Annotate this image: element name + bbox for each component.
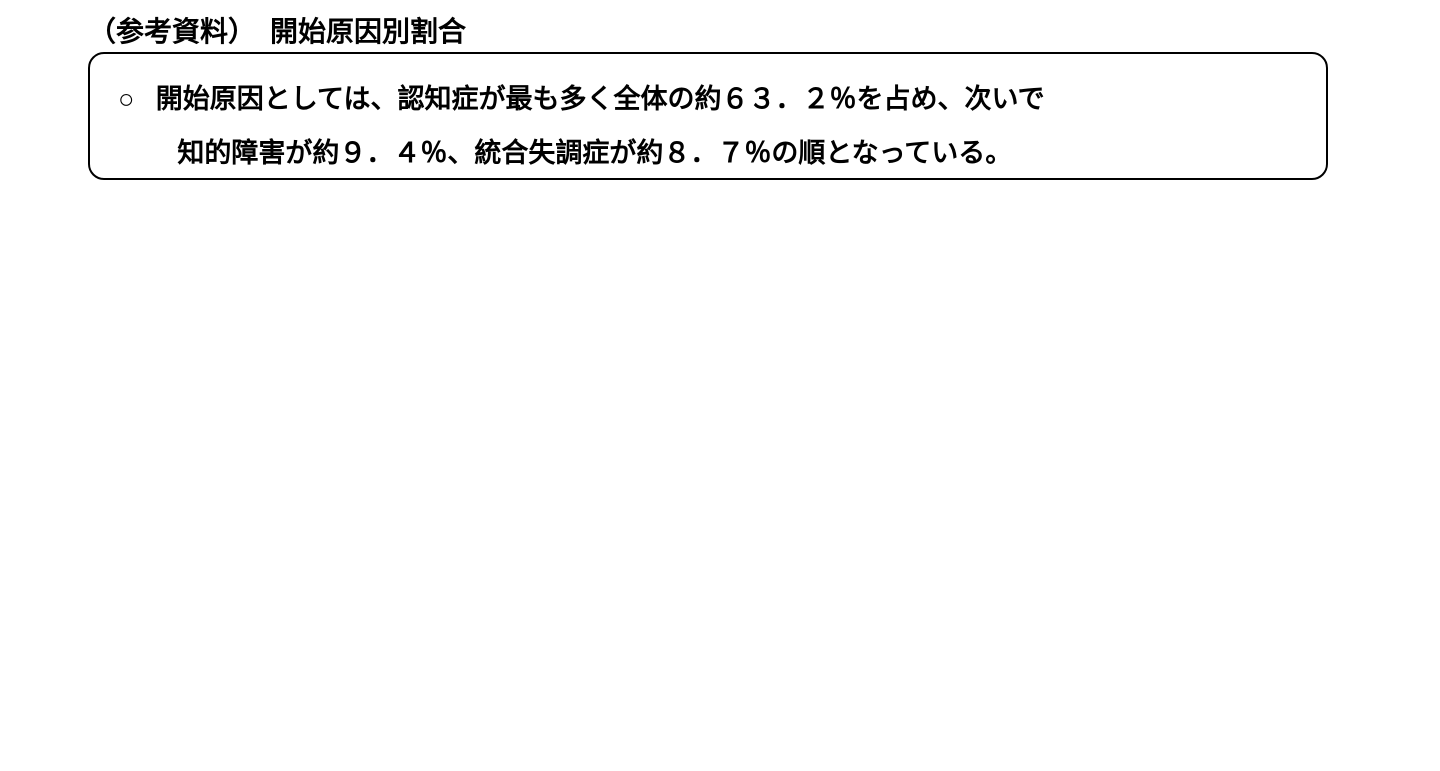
pie-chart — [0, 0, 1440, 771]
page: （参考資料） 開始原因別割合 ○開始原因としては、認知症が最も多く全体の約６３．… — [0, 0, 1440, 771]
